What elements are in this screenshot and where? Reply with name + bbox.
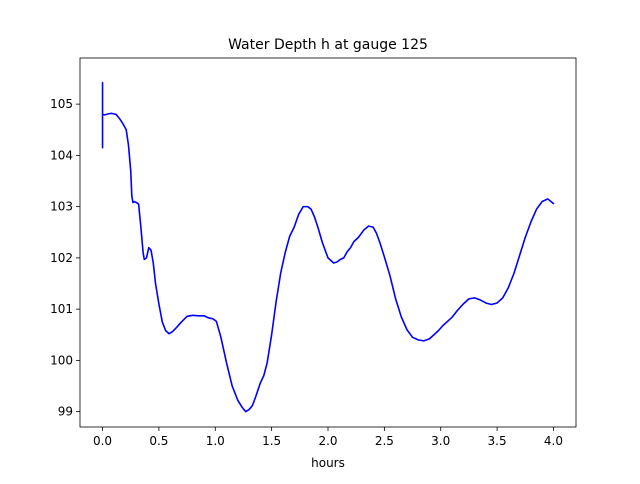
x-tick-label: 0.5: [149, 434, 168, 448]
y-axis: 99 100 101 102 103 104 105: [50, 97, 80, 419]
x-tick-label: 4.0: [544, 434, 563, 448]
y-tick-label: 103: [50, 200, 73, 214]
x-tick-label: 3.5: [488, 434, 507, 448]
y-tick-label: 105: [50, 97, 73, 111]
y-tick-label: 102: [50, 251, 73, 265]
y-tick-label: 101: [50, 302, 73, 316]
y-tick-label: 100: [50, 353, 73, 367]
x-tick-label: 3.0: [431, 434, 450, 448]
x-axis-label: hours: [311, 456, 345, 470]
x-tick-label: 1.0: [206, 434, 225, 448]
chart-title: Water Depth h at gauge 125: [228, 37, 428, 53]
series-line: [101, 81, 555, 413]
y-tick-label: 99: [58, 405, 73, 419]
x-tick-label: 2.5: [375, 434, 394, 448]
x-tick-label: 2.0: [318, 434, 337, 448]
y-tick-label: 104: [50, 148, 73, 162]
x-tick-label: 1.5: [262, 434, 281, 448]
x-axis: 0.0 0.5 1.0 1.5 2.0 2.5 3.0 3.5 4.0: [93, 427, 563, 448]
x-tick-label: 0.0: [93, 434, 112, 448]
